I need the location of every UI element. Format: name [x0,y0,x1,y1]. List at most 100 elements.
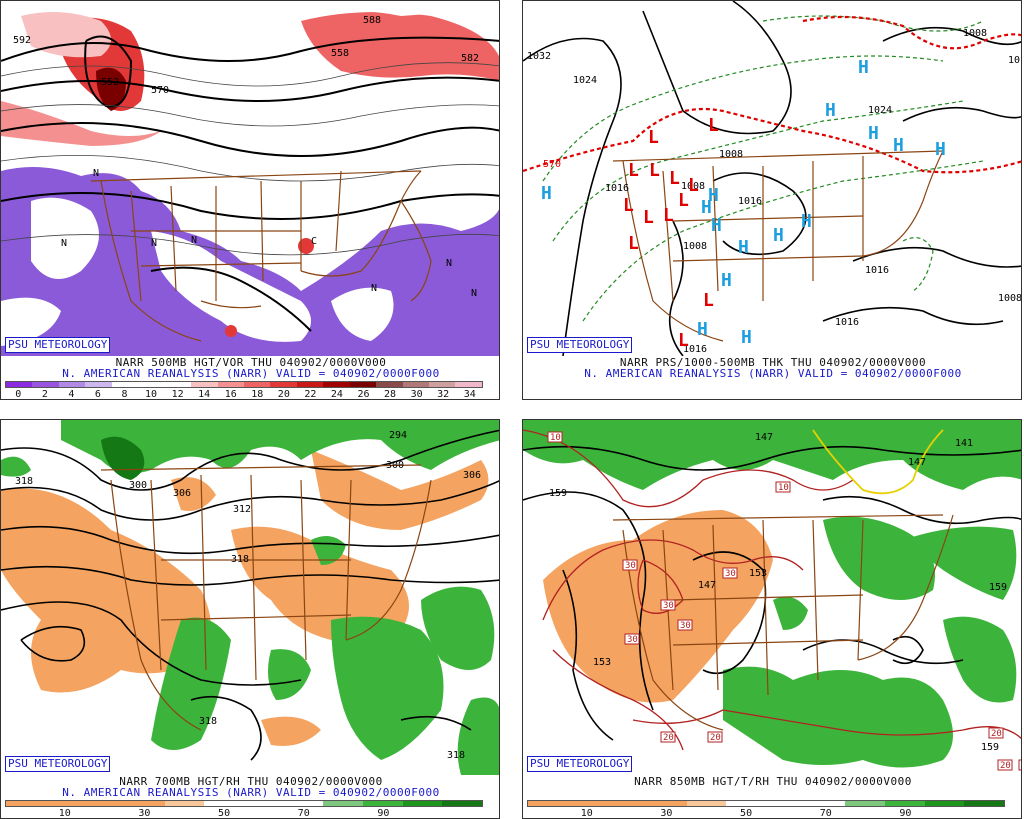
svg-text:H: H [773,225,784,246]
scale-swatch [429,382,456,387]
svg-text:L: L [628,233,639,254]
psu-meteorology-badge: PSU METEOROLOGY [527,756,633,772]
svg-text:1008: 1008 [963,28,987,39]
psu-meteorology-badge: PSU METEOROLOGY [5,756,111,772]
scale-tick-label: 30 [138,808,151,819]
scale-tick-label: 32 [437,389,450,400]
scale-swatch [244,801,284,806]
scale-tick-label: 14 [198,389,211,400]
scale-swatch [296,382,324,387]
scale-swatch [455,382,482,387]
scale-swatch [283,801,324,806]
scale-swatch [323,801,364,806]
scale-swatch [376,382,403,387]
svg-text:20: 20 [710,733,721,743]
svg-text:H: H [801,211,812,232]
scale-swatch [402,382,429,387]
svg-text:H: H [935,139,946,160]
svg-text:L: L [643,207,654,228]
panel-caption: NARR PRS/1000-500MB THK THU 040902/0000V… [619,356,927,369]
svg-text:153: 153 [593,657,611,668]
scale-swatch [964,801,1005,806]
svg-text:H: H [721,270,732,291]
scale-tick-label: 2 [41,389,48,400]
svg-text:N: N [371,283,377,294]
scale-swatch [363,801,403,806]
scale-tick-label: 10 [580,808,593,819]
panel-valid-caption: N. AMERICAN REANALYSIS (NARR) VALID = 04… [62,367,440,380]
scale-tick-label: 26 [357,389,370,400]
svg-text:L: L [663,205,674,226]
scale-swatch [217,382,244,387]
scale-tick-label: 30 [410,389,423,400]
scale-swatch [164,382,192,387]
scale-tick-label: 34 [463,389,476,400]
scale-tick-label: 70 [819,808,832,819]
dry-areas [1,450,489,746]
svg-text:N: N [191,235,197,246]
svg-text:1008: 1008 [683,241,707,252]
svg-text:294: 294 [389,430,407,441]
scale-tick-label: 8 [121,389,128,400]
svg-text:1024: 1024 [868,105,892,116]
moist-areas [523,420,1021,768]
svg-text:20: 20 [1000,761,1011,771]
scale-swatch [323,382,350,387]
rh700-map: 294 300 306 300 306 312 318 318 318 318 [1,420,499,775]
svg-text:H: H [701,197,712,218]
panel-valid-caption: N. AMERICAN REANALYSIS (NARR) VALID = 04… [584,367,962,380]
panel-valid-caption: N. AMERICAN REANALYSIS (NARR) VALID = 04… [62,786,440,799]
panel-caption: NARR 850MB HGT/T/RH THU 040902/0000V000 [634,775,912,788]
scale-swatch [766,801,806,806]
psu-meteorology-badge: PSU METEOROLOGY [5,337,111,353]
panel-caption: NARR 500MB HGT/VOR THU 040902/0000V000 [115,356,387,369]
svg-text:30: 30 [680,621,691,631]
panel-850mb-temp-rh: 147 141 147 159 147 153 159 153 159 10 10 30 3… [522,419,1022,819]
scale-ticks: 10 30 50 70 90 [5,808,483,819]
scale-swatch [442,801,483,806]
svg-text:318: 318 [15,476,33,487]
svg-text:147: 147 [908,457,926,468]
scale-tick-label: 22 [304,389,317,400]
scale-swatch [191,382,218,387]
svg-text:L: L [623,195,634,216]
dry-areas [543,510,773,703]
svg-text:1032: 1032 [527,51,551,62]
scale-swatch [567,801,608,806]
scale-swatch [138,382,165,387]
svg-text:30: 30 [725,569,736,579]
svg-text:H: H [858,57,869,78]
svg-text:1016: 1016 [683,344,707,355]
scale-swatch [45,801,86,806]
scale-swatch [6,801,46,806]
freezing-thickness [523,15,1021,174]
scale-swatch [845,801,886,806]
scale-swatch [125,801,165,806]
svg-text:L: L [648,127,659,148]
svg-text:1008: 1008 [998,293,1022,304]
scale-swatch [270,382,297,387]
scale-tick-label: 90 [899,808,912,819]
scale-tick-label: 90 [377,808,390,819]
svg-text:H: H [711,215,722,236]
scale-tick-label: 6 [94,389,101,400]
scale-swatch [111,382,139,387]
svg-text:N: N [61,238,67,249]
scale-swatch [204,801,245,806]
scale-tick-label: 0 [15,389,22,400]
height-contours [1,429,499,761]
svg-text:N: N [446,258,452,269]
svg-text:1016: 1016 [1008,55,1022,66]
moist-areas [1,420,499,775]
svg-text:300: 300 [386,460,404,471]
svg-text:570: 570 [543,159,561,170]
color-scale [527,800,1005,807]
svg-text:H: H [868,123,879,144]
svg-text:592: 592 [13,35,31,46]
scale-swatch [164,801,205,806]
scale-swatch [607,801,648,806]
svg-text:30: 30 [663,601,674,611]
svg-text:1024: 1024 [573,75,597,86]
svg-text:306: 306 [173,488,191,499]
svg-text:159: 159 [981,742,999,753]
